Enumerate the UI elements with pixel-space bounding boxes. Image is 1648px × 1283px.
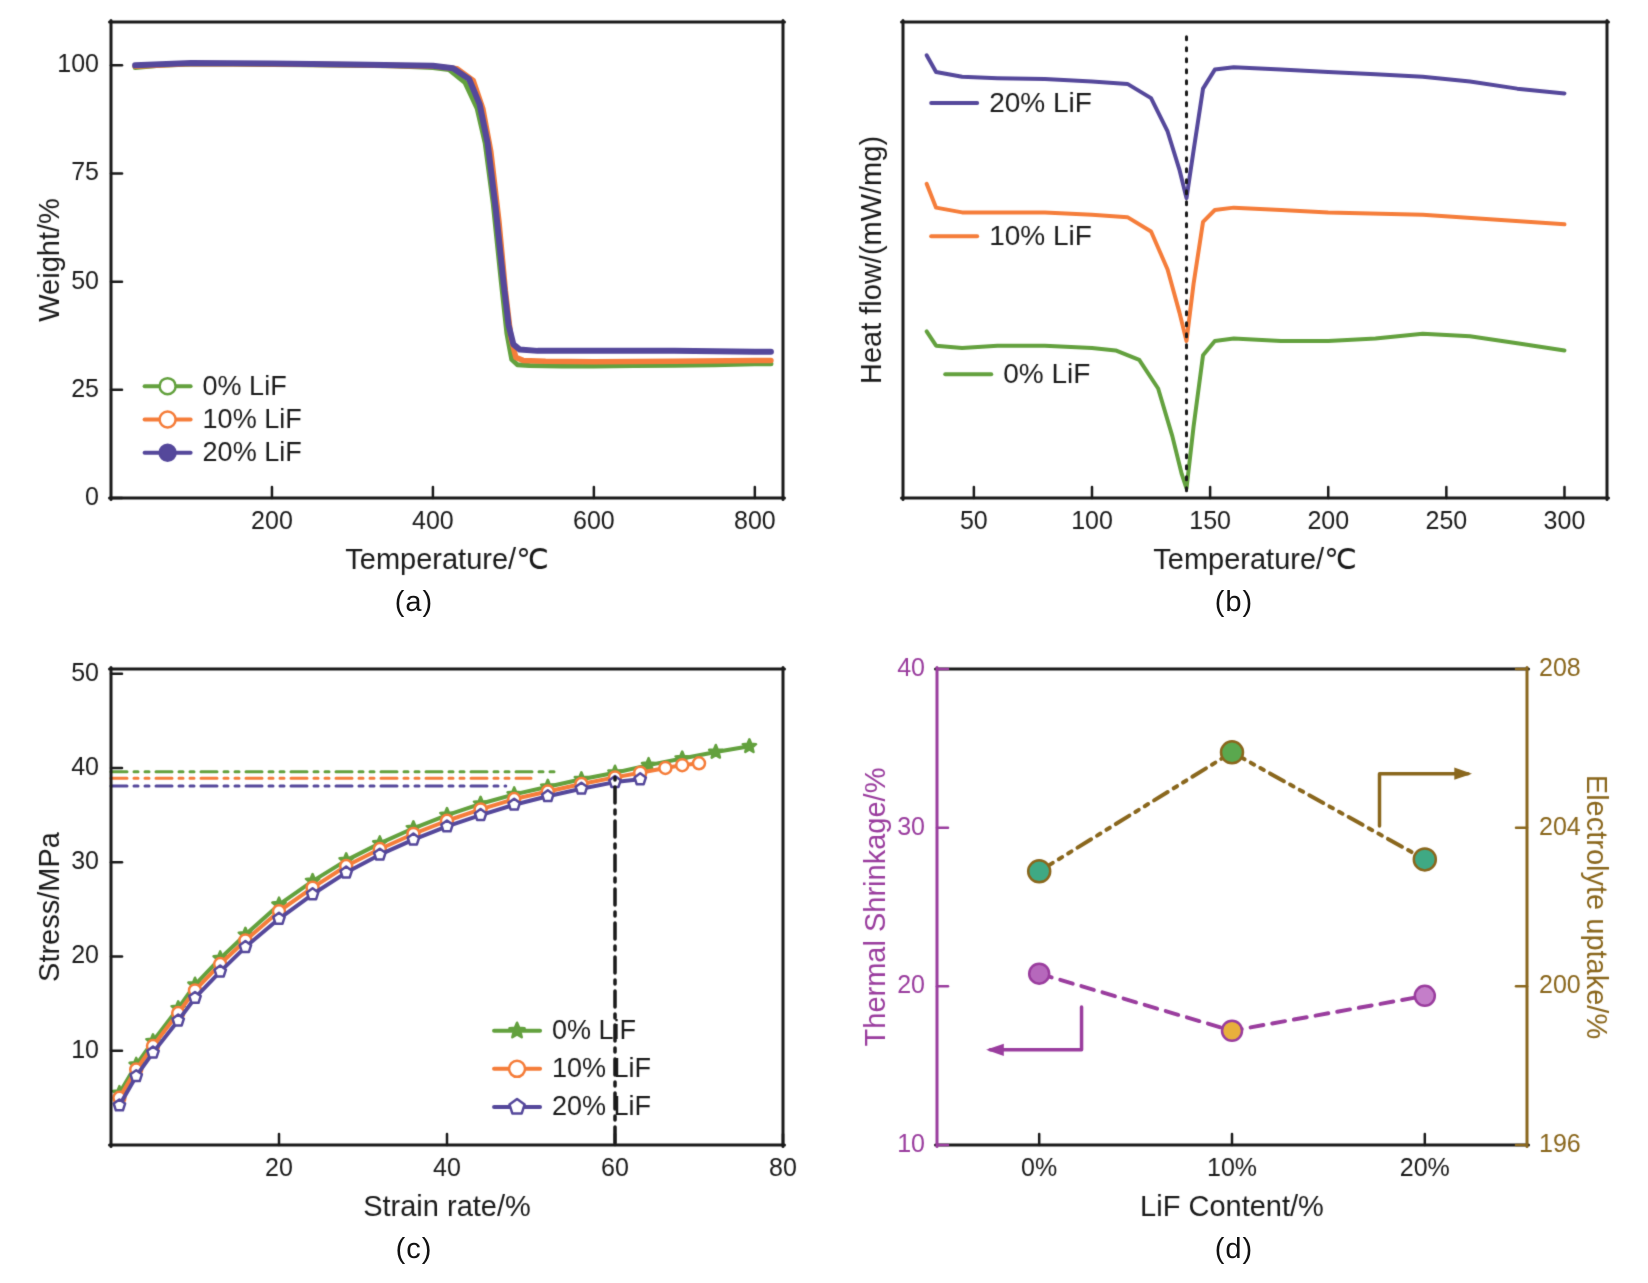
shrinkage-uptake-chart [839, 655, 1629, 1231]
panel-b-caption: (b) [1214, 586, 1254, 618]
panel-d-shrinkage-uptake: (d) [834, 655, 1634, 1275]
panel-c-caption: (c) [395, 1233, 433, 1265]
tga-weight-chart [19, 8, 809, 584]
panel-a-tga: (a) [14, 8, 814, 628]
panel-b-dsc: (b) [834, 8, 1634, 628]
panel-d-caption: (d) [1214, 1233, 1254, 1265]
stress-strain-chart [19, 655, 809, 1231]
dsc-heatflow-chart [839, 8, 1629, 584]
panel-a-caption: (a) [394, 586, 434, 618]
panel-c-stress-strain: (c) [14, 655, 814, 1275]
